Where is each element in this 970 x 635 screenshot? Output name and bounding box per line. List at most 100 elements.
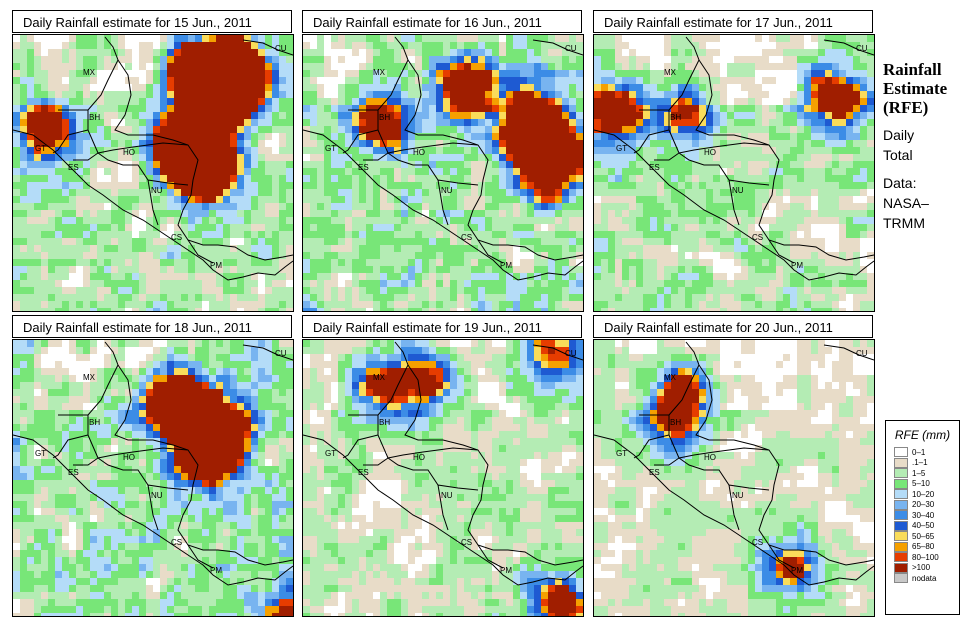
coastline-south — [13, 129, 293, 281]
legend-item: >100 — [886, 562, 959, 574]
legend-label: 0–1 — [912, 447, 926, 457]
legend-item: .1–1 — [886, 457, 959, 469]
country-label-gt: GT — [616, 144, 627, 153]
country-label-nu: NU — [441, 491, 453, 500]
legend-item: 50–65 — [886, 531, 959, 542]
country-label-pm: PM — [210, 566, 222, 575]
country-label-ho: HO — [704, 148, 716, 157]
coastline-north — [668, 341, 874, 566]
legend-label: 10–20 — [912, 489, 935, 499]
map-panel-19-jun: Daily Rainfall estimate for 19 Jun., 201… — [302, 315, 584, 617]
main-title-line: Rainfall — [883, 60, 942, 79]
panel-title: Daily Rainfall estimate for 20 Jun., 201… — [593, 315, 873, 338]
country-label-ho: HO — [704, 453, 716, 462]
legend-label: >100 — [912, 563, 931, 573]
country-label-mx: MX — [83, 373, 96, 382]
cuba-coast — [242, 344, 293, 361]
rainfall-map: MX CU BH GT HO ES NU CS PM — [302, 339, 584, 617]
panel-title: Daily Rainfall estimate for 15 Jun., 201… — [12, 10, 292, 33]
legend-swatch — [894, 510, 908, 521]
coastline-north — [87, 341, 293, 566]
legend-label: 80–100 — [912, 552, 939, 562]
legend-swatch — [894, 573, 908, 584]
map-panel-18-jun: Daily Rainfall estimate for 18 Jun., 201… — [12, 315, 294, 617]
legend-swatch — [894, 499, 908, 510]
country-label-gt: GT — [35, 449, 46, 458]
country-borders — [633, 414, 795, 569]
period-label: Daily Total — [883, 125, 968, 165]
legend-swatch — [894, 489, 908, 500]
country-label-es: ES — [68, 163, 79, 172]
country-label-gt: GT — [616, 449, 627, 458]
country-label-cs: CS — [752, 538, 763, 547]
legend-item: 40–50 — [886, 520, 959, 532]
country-label-nu: NU — [441, 186, 453, 195]
country-label-cs: CS — [461, 538, 472, 547]
country-label-cu: CU — [275, 349, 287, 358]
country-label-gt: GT — [325, 449, 336, 458]
country-borders — [52, 414, 214, 569]
country-label-cu: CU — [856, 44, 868, 53]
legend: RFE (mm) 0–1.1–1 1–5 5–10 10–20 20–30 30–40 40… — [885, 420, 960, 615]
coastline-south — [13, 434, 293, 586]
legend-item: 5–10 — [886, 478, 959, 490]
country-label-cs: CS — [171, 538, 182, 547]
country-label-ho: HO — [413, 453, 425, 462]
country-label-mx: MX — [373, 373, 386, 382]
legend-label: 40–50 — [912, 521, 935, 531]
sidebar-info: Rainfall Estimate (RFE) Daily Total Data… — [883, 60, 968, 233]
country-label-bh: BH — [89, 113, 100, 122]
cuba-coast — [532, 344, 583, 361]
legend-swatch — [894, 468, 908, 479]
legend-rows: 0–1.1–1 1–5 5–10 10–20 20–30 30–40 40–50 50–65 6… — [886, 447, 959, 584]
rainfall-map: MX CU BH GT HO ES NU CS PM — [593, 34, 875, 312]
country-label-pm: PM — [791, 261, 803, 270]
country-label-mx: MX — [373, 68, 386, 77]
coastline-south — [594, 129, 874, 281]
map-panel-20-jun: Daily Rainfall estimate for 20 Jun., 201… — [593, 315, 875, 617]
panel-title: Daily Rainfall estimate for 19 Jun., 201… — [302, 315, 582, 338]
legend-swatch — [894, 562, 908, 573]
legend-swatch — [894, 552, 908, 563]
country-label-es: ES — [358, 163, 369, 172]
country-label-pm: PM — [500, 261, 512, 270]
coastline-south — [303, 434, 583, 586]
country-label-mx: MX — [83, 68, 96, 77]
country-label-ho: HO — [413, 148, 425, 157]
country-label-bh: BH — [89, 418, 100, 427]
country-borders — [52, 109, 214, 264]
cuba-coast — [823, 39, 874, 56]
country-label-bh: BH — [670, 418, 681, 427]
coastline-south — [303, 129, 583, 281]
legend-item: 1–5 — [886, 468, 959, 479]
rainfall-grid — [13, 35, 293, 311]
period-line: Daily — [883, 127, 915, 143]
country-label-mx: MX — [664, 373, 677, 382]
country-label-bh: BH — [379, 113, 390, 122]
legend-item: 0–1 — [886, 447, 959, 458]
coastline-south — [594, 434, 874, 586]
coastline-north — [668, 36, 874, 261]
country-borders — [342, 109, 504, 264]
country-label-nu: NU — [151, 491, 163, 500]
legend-swatch — [894, 531, 908, 542]
country-label-pm: PM — [791, 566, 803, 575]
legend-label: 1–5 — [912, 468, 926, 478]
country-label-nu: NU — [732, 491, 744, 500]
country-label-pm: PM — [210, 261, 222, 270]
country-label-gt: GT — [35, 144, 46, 153]
legend-label: nodata — [912, 573, 937, 583]
country-label-mx: MX — [664, 68, 677, 77]
country-label-nu: NU — [151, 186, 163, 195]
country-label-nu: NU — [732, 186, 744, 195]
rainfall-map: MX CU BH GT HO ES NU CS PM — [12, 34, 294, 312]
legend-swatch — [894, 457, 908, 468]
rainfall-map: MX CU BH GT HO ES NU CS PM — [593, 339, 875, 617]
country-borders — [342, 414, 504, 569]
country-label-cu: CU — [856, 349, 868, 358]
country-label-cu: CU — [275, 44, 287, 53]
country-label-es: ES — [649, 163, 660, 172]
country-label-gt: GT — [325, 144, 336, 153]
country-label-bh: BH — [379, 418, 390, 427]
coastline-north — [377, 341, 583, 566]
